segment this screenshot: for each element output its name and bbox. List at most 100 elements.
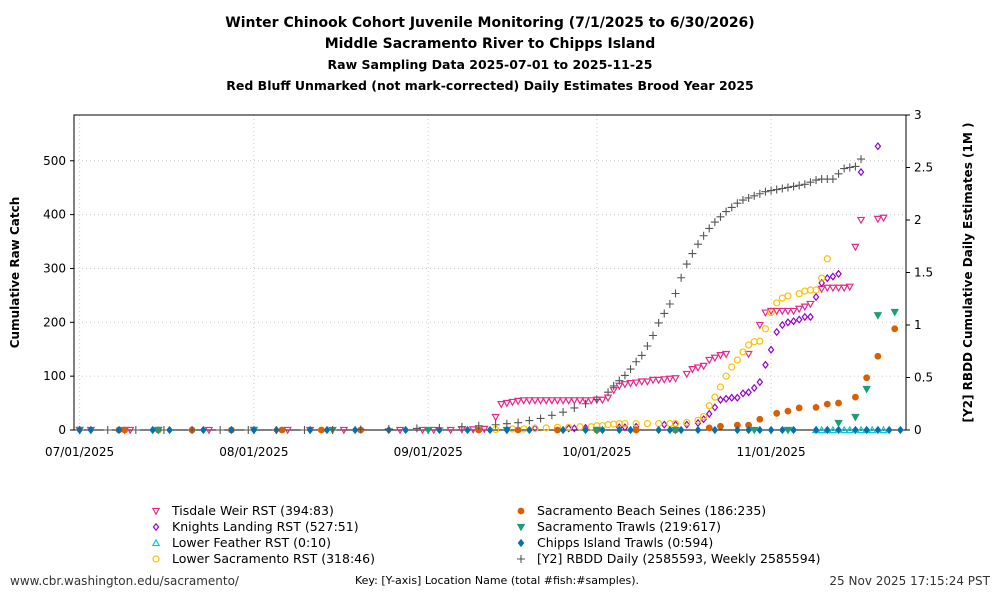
data-point <box>423 426 433 435</box>
legend-entry: Chipps Island Trawls (0:594) <box>537 535 714 550</box>
data-point <box>565 424 573 433</box>
data-point <box>734 393 741 402</box>
data-point <box>519 397 528 405</box>
data-point <box>749 426 759 435</box>
data-point <box>834 169 843 178</box>
series-0 <box>75 214 888 435</box>
data-point <box>839 425 849 434</box>
data-point <box>721 350 731 359</box>
legend-entry: Lower Sacramento RST (318:46) <box>172 551 375 566</box>
data-point <box>705 402 713 410</box>
legend-marker-icon <box>151 538 161 547</box>
data-point <box>778 320 786 330</box>
data-point <box>856 425 866 434</box>
data-point <box>665 375 675 384</box>
y2-axis-label: [Y2] RBDD Cumulative Daily Estimates (1M… <box>961 123 975 423</box>
chart-subtitle-3: Red Bluff Unmarked (not mark-corrected) … <box>226 78 754 93</box>
data-point <box>790 425 797 435</box>
data-point <box>852 393 859 401</box>
data-point <box>565 423 573 431</box>
chart-title: Winter Chinook Cohort Juvenile Monitorin… <box>225 15 755 31</box>
data-point <box>801 312 809 322</box>
data-point <box>660 376 669 384</box>
data-point <box>491 413 500 422</box>
legend-marker <box>516 523 526 532</box>
data-point <box>508 398 517 407</box>
data-point <box>474 421 483 430</box>
data-point <box>738 196 747 205</box>
y-tick-label: 400 <box>43 208 66 222</box>
y2-tick-label: 1.5 <box>914 266 933 280</box>
data-point <box>761 187 770 196</box>
data-point <box>530 397 540 405</box>
data-point <box>283 426 292 435</box>
data-point <box>598 396 607 405</box>
data-point <box>683 418 691 427</box>
data-point <box>576 423 584 431</box>
data-point <box>502 419 511 428</box>
y2-tick-label: 0 <box>914 423 922 437</box>
data-point <box>542 424 550 432</box>
y2-tick-label: 3 <box>914 108 922 122</box>
data-point <box>873 215 883 224</box>
data-point <box>812 286 820 294</box>
data-point <box>620 381 630 389</box>
data-point <box>228 425 235 435</box>
data-point <box>874 352 882 360</box>
data-point <box>767 309 775 317</box>
data-point <box>536 397 545 405</box>
legend-marker-icon <box>151 507 161 516</box>
data-point <box>728 363 736 371</box>
data-point <box>520 425 528 433</box>
data-point <box>795 290 803 298</box>
data-point <box>486 425 494 435</box>
data-point <box>615 425 623 435</box>
data-point <box>873 312 883 320</box>
x-tick-label: 10/01/2025 <box>562 445 631 459</box>
data-point <box>700 412 708 421</box>
x-tick-label: 09/01/2025 <box>394 445 463 459</box>
data-point <box>570 403 579 412</box>
data-point <box>773 327 781 337</box>
data-point <box>857 155 866 164</box>
data-point <box>166 425 173 435</box>
data-point <box>328 426 337 434</box>
data-point <box>783 307 793 316</box>
data-point <box>722 372 730 380</box>
data-point <box>891 325 899 333</box>
y2-tick-label: 2 <box>914 213 922 227</box>
data-point <box>592 395 601 404</box>
data-point <box>531 424 539 432</box>
data-point <box>801 287 809 295</box>
data-point <box>188 426 197 434</box>
data-point <box>812 425 820 435</box>
data-point <box>300 426 309 434</box>
data-point <box>800 180 809 189</box>
x-tick-label: 11/01/2025 <box>736 445 805 459</box>
data-point <box>553 397 562 405</box>
series-1 <box>531 142 882 433</box>
data-point <box>778 307 787 316</box>
data-point <box>778 184 787 193</box>
data-point <box>790 317 797 326</box>
data-point <box>863 374 871 382</box>
legend-marker <box>151 507 161 516</box>
data-point <box>491 420 500 429</box>
data-point <box>784 318 792 327</box>
data-point <box>384 424 393 433</box>
footer-url[interactable]: www.cbr.washington.edu/sacramento/ <box>10 574 239 588</box>
data-point <box>615 376 624 385</box>
data-point <box>733 356 741 364</box>
data-point <box>671 419 680 428</box>
data-point <box>402 425 410 435</box>
data-point <box>75 426 84 434</box>
data-point <box>716 351 725 360</box>
data-point <box>626 379 635 388</box>
data-point <box>637 378 647 386</box>
data-point <box>862 385 871 394</box>
data-point <box>734 425 741 435</box>
data-point <box>717 395 724 405</box>
data-point <box>480 425 489 434</box>
data-point <box>829 272 837 281</box>
legend-entry: Sacramento Trawls (219:617) <box>537 519 722 534</box>
